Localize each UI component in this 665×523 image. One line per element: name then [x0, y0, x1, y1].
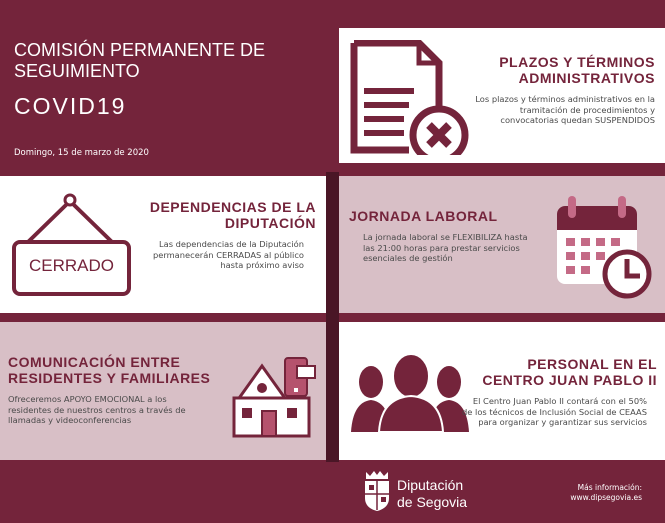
card-text: Los plazos y términos administrativos en… [475, 94, 655, 125]
card-content: COMUNICACIÓN ENTRE RESIDENTES Y FAMILIAR… [8, 354, 230, 426]
column-divider [326, 172, 339, 462]
house-phone-icon [232, 357, 316, 438]
card-content: PERSONAL EN EL CENTRO JUAN PABLO II El C… [462, 356, 657, 428]
card-title: PERSONAL EN EL CENTRO JUAN PABLO II [482, 356, 657, 388]
card-dependencias: CERRADO DEPENDENCIAS DE LA DIPUTACIÓN La… [0, 176, 326, 313]
card-text: Ofreceremos APOYO EMOCIONAL a los reside… [8, 394, 186, 425]
page-subtitle: COVID19 [14, 93, 127, 119]
card-title: JORNADA LABORAL [349, 208, 498, 224]
website-link[interactable]: www.dipsegovia.es [570, 493, 642, 502]
calendar-clock-icon [557, 196, 652, 299]
sign-label: CERRADO [28, 256, 114, 275]
card-title: PLAZOS Y TÉRMINOS ADMINISTRATIVOS [499, 54, 655, 86]
card-jornada: JORNADA LABORAL La jornada laboral se FL… [339, 176, 665, 313]
logo-line-1: Diputación [397, 477, 464, 493]
logo-line-2: de Segovia [397, 494, 468, 510]
card-content: DEPENDENCIAS DE LA DIPUTACIÓN Las depend… [136, 199, 316, 271]
card-content: JORNADA LABORAL La jornada laboral se FL… [349, 208, 549, 264]
card-title: COMUNICACIÓN ENTRE RESIDENTES Y FAMILIAR… [8, 354, 211, 386]
card-comunicacion: COMUNICACIÓN ENTRE RESIDENTES Y FAMILIAR… [0, 322, 326, 460]
logo-text: Diputación de Segovia [397, 477, 467, 511]
card-text: La jornada laboral se FLEXIBILIZA hasta … [363, 232, 528, 263]
more-info-label: Más información: [577, 483, 642, 492]
card-plazos: PLAZOS Y TÉRMINOS ADMINISTRATIVOS Los pl… [339, 28, 665, 163]
coat-of-arms-logo [365, 471, 389, 511]
closed-sign-icon [12, 193, 131, 296]
page-title: COMISIÓN PERMANENTE DE SEGUIMIENTO [14, 40, 266, 81]
people-group-icon [351, 354, 469, 432]
card-text: Las dependencias de la Diputación perman… [152, 239, 304, 270]
more-info: Más información: www.dipsegovia.es [540, 483, 642, 503]
date-label: Domingo, 15 de marzo de 2020 [14, 148, 149, 158]
card-text: El Centro Juan Pablo II contará con el 5… [462, 396, 647, 427]
header: COMISIÓN PERMANENTE DE SEGUIMIENTO COVID… [14, 40, 319, 159]
document-cancel-icon [350, 40, 469, 155]
card-personal: PERSONAL EN EL CENTRO JUAN PABLO II El C… [339, 322, 665, 460]
card-title: DEPENDENCIAS DE LA DIPUTACIÓN [149, 199, 316, 231]
card-content: PLAZOS Y TÉRMINOS ADMINISTRATIVOS Los pl… [465, 54, 655, 126]
